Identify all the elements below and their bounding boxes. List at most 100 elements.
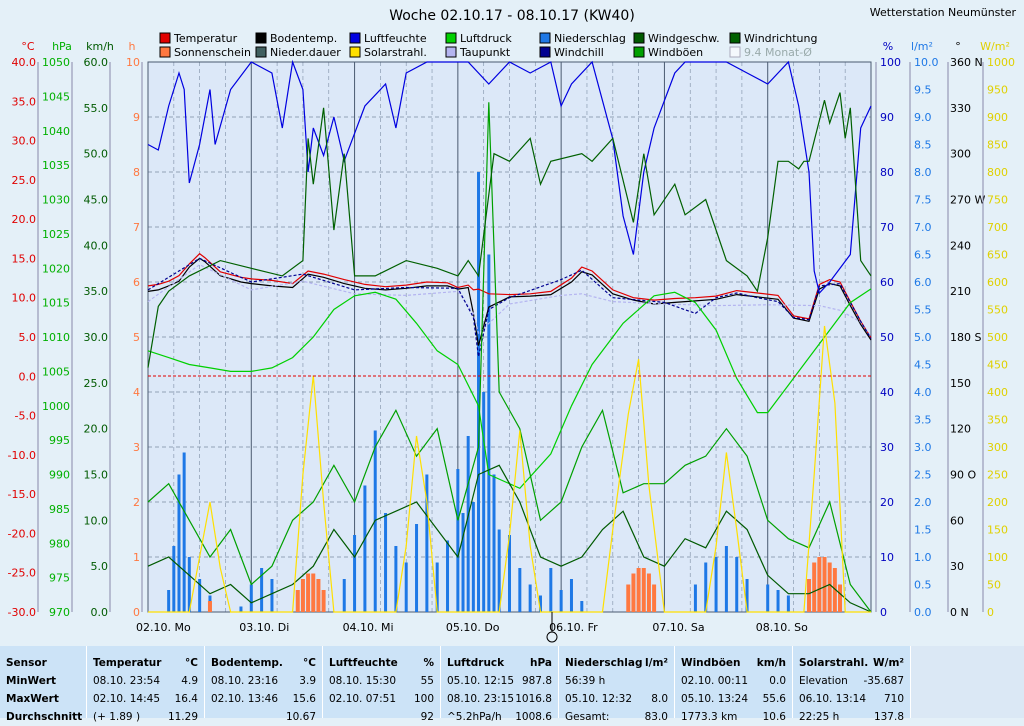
stats-cell-label: 08.10. 23:16 [211, 675, 278, 687]
legend-item-8[interactable]: Nieder.dauer [255, 46, 341, 59]
bar-niederschlag-0 [167, 590, 171, 612]
stats-cell-label: 02.10. 07:51 [329, 693, 396, 705]
tick-label: 800 [987, 166, 1008, 179]
bar-niederschlag-49 [786, 595, 790, 612]
legend-item-10[interactable]: Taupunkt [445, 46, 511, 59]
series-line-5 [147, 288, 872, 490]
legend-swatch[interactable] [159, 46, 171, 58]
bar-sonnenschein-4 [311, 573, 316, 612]
legend-swatch[interactable] [255, 32, 267, 44]
tick-label: 1.0 [914, 551, 932, 564]
legend-item-3[interactable]: Luftdruck [445, 32, 512, 45]
stats-column-unit: % [423, 657, 434, 669]
tick-label: 300 [987, 441, 1008, 454]
legend-label: Windchill [554, 46, 604, 59]
legend-label: 9.4 Monat-Ø [744, 46, 812, 59]
x-tick-label: 08.10. So [756, 621, 808, 634]
bar-niederschlag-22 [435, 562, 439, 612]
tick-label: 0 [133, 606, 140, 619]
tick-label: 35.0 [12, 95, 37, 108]
stats-row: 92 [323, 708, 440, 723]
bar-niederschlag-14 [353, 535, 357, 612]
legend-item-1[interactable]: Bodentemp. [255, 32, 337, 45]
stats-row: 08.10. 23:16 3.9 [205, 672, 322, 690]
time-cursor-handle-icon[interactable] [546, 631, 558, 643]
chart-title: Woche 02.10.17 - 08.10.17 (KW40) [389, 8, 635, 24]
tick-label: 650 [987, 249, 1008, 262]
legend-label: Taupunkt [459, 46, 511, 59]
bar-sonnenschein-6 [321, 590, 326, 612]
stats-column-unit: °C [303, 657, 316, 669]
bar-niederschlag-1 [172, 546, 176, 612]
stats-cell-label: 56:39 h [565, 675, 606, 687]
tick-label: 20.0 [84, 423, 109, 436]
legend-swatch[interactable] [445, 46, 457, 58]
legend-item-2[interactable]: Luftfeuchte [349, 32, 427, 45]
legend-item-9[interactable]: Solarstrahl. [349, 46, 427, 59]
axis-header-left-3: h [129, 40, 136, 53]
legend-swatch[interactable] [255, 46, 267, 58]
bar-sonnenschein-5 [316, 579, 321, 612]
stats-cell-label: 08.10. 23:54 [93, 675, 160, 687]
legend-item-13[interactable]: 9.4 Monat-Ø [729, 46, 812, 59]
legend-swatch[interactable] [729, 46, 741, 58]
legend-item-5[interactable]: Windgeschw. [633, 32, 720, 45]
legend-item-0[interactable]: Temperatur [159, 32, 238, 45]
tick-label: 6 [133, 276, 140, 289]
legend-item-7[interactable]: Sonnenschein [159, 46, 251, 59]
bar-niederschlag-37 [549, 568, 553, 612]
tick-label: 600 [987, 276, 1008, 289]
bar-niederschlag-3 [182, 452, 186, 612]
tick-label: 270 W [950, 194, 985, 207]
axis-header-right-0: % [883, 40, 893, 53]
legend-swatch[interactable] [349, 46, 361, 58]
bar-niederschlag-33 [508, 535, 511, 612]
stats-column-unit: W/m² [873, 657, 904, 669]
stats-cell-value: 4.9 [181, 675, 198, 687]
bar-niederschlag-13 [342, 579, 346, 612]
legend-swatch[interactable] [633, 46, 645, 58]
legend-swatch[interactable] [729, 32, 741, 44]
legend-swatch[interactable] [159, 32, 171, 44]
tick-label: 210 [950, 285, 971, 298]
tick-label: 1045 [42, 90, 70, 103]
stats-cell-value: -35.687 [863, 675, 904, 687]
time-cursor[interactable] [546, 612, 558, 643]
bar-niederschlag-46 [745, 579, 749, 612]
legend-item-4[interactable]: Niederschlag [539, 32, 626, 45]
axis-header-right-2: ° [955, 40, 961, 53]
series-line-11 [148, 325, 871, 613]
stats-cell-value: 8.0 [651, 693, 668, 705]
tick-label: 150 [950, 377, 971, 390]
bar-niederschlag-19 [404, 562, 408, 612]
stats-column-name: Luftfeuchte [329, 657, 398, 669]
axis-header-left-2: km/h [86, 40, 114, 53]
bar-niederschlag-42 [704, 562, 708, 612]
tick-label: 985 [49, 503, 70, 516]
legend-swatch[interactable] [633, 32, 645, 44]
tick-label: 80 [880, 166, 894, 179]
legend-swatch[interactable] [349, 32, 361, 44]
stats-cell-value: 10.6 [762, 711, 786, 723]
tick-label: 1035 [42, 159, 70, 172]
tick-label: 5.5 [914, 304, 932, 317]
legend-item-11[interactable]: Windchill [539, 46, 604, 59]
tick-label: 900 [987, 111, 1008, 124]
legend-item-12[interactable]: Windböen [633, 46, 703, 59]
series-line-2 [147, 264, 872, 338]
legend-item-6[interactable]: Windrichtung [729, 32, 817, 45]
legend-swatch[interactable] [539, 32, 551, 44]
stats-cell-label: 1773.3 km [681, 711, 738, 723]
bar-sonnenschein-14 [812, 562, 817, 612]
stats-cell-label: 22:25 h [799, 711, 840, 723]
tick-label: 50 [880, 331, 894, 344]
stats-column-name: Temperatur [93, 657, 162, 669]
tick-label: 100 [987, 551, 1008, 564]
stats-cell-value: 1008.6 [515, 711, 552, 723]
bar-niederschlag-44 [724, 546, 728, 612]
legend-swatch[interactable] [539, 46, 551, 58]
tick-label: 90 O [950, 469, 976, 482]
tick-label: 10.0 [914, 56, 939, 69]
legend-swatch[interactable] [445, 32, 457, 44]
stats-row: (+ 1.89 ) 11.29 [87, 708, 204, 723]
